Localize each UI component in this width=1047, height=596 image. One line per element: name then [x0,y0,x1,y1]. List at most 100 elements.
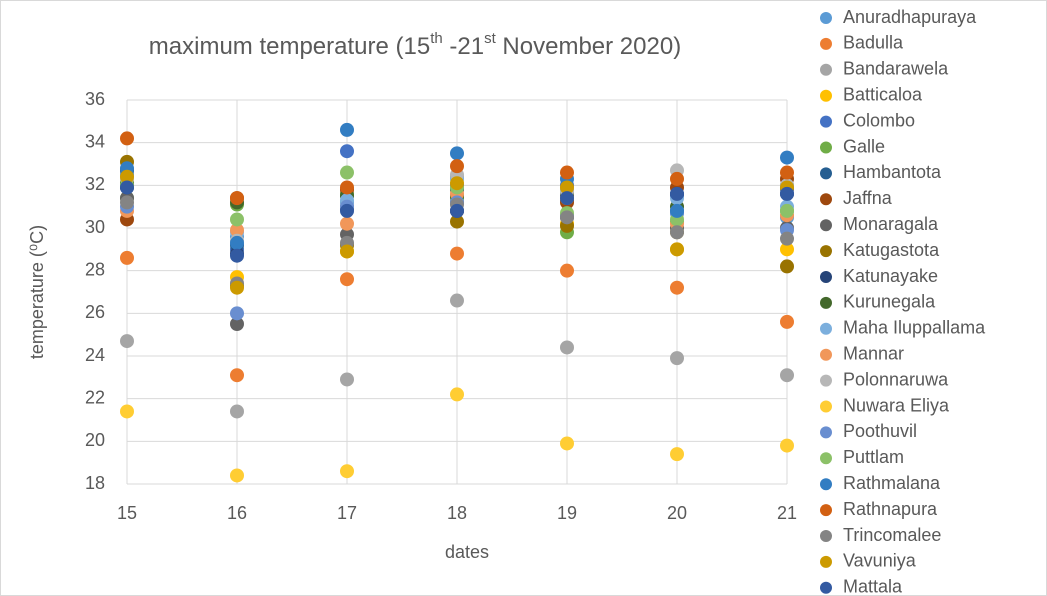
legend-marker [820,115,832,128]
legend-label: Monaragala [843,214,939,234]
legend-label: Anuradhapuraya [843,7,977,27]
data-point [670,225,684,240]
y-tick-label: 20 [85,430,105,450]
data-point [120,334,134,349]
data-point [780,259,794,274]
data-point [230,280,244,295]
data-point [560,180,574,195]
legend-label: Katunayake [843,266,938,286]
data-point [560,340,574,355]
data-point [340,122,354,137]
data-point [340,144,354,159]
data-point [230,248,244,263]
legend-label: Trincomalee [843,525,941,545]
legend-label: Badulla [843,33,904,53]
y-tick-label: 28 [85,259,105,279]
legend-marker [820,504,832,517]
y-tick-label: 32 [85,174,105,194]
legend-marker [820,12,832,24]
data-point [450,293,464,308]
legend-marker [820,271,832,283]
data-point [450,203,464,218]
title-part: maximum temperature (15 [149,33,430,60]
y-tick-label: 26 [85,302,105,322]
x-tick-label: 17 [337,503,357,523]
data-point [780,203,794,218]
legend-label: Mannar [843,343,904,363]
legend-marker [820,555,832,568]
data-point [780,231,794,246]
y-tick-label: 18 [85,473,105,493]
data-point [670,186,684,201]
data-point [340,216,354,231]
data-point [780,186,794,201]
title-part: -21 [443,33,484,60]
legend-marker [820,348,832,361]
data-point [560,210,574,225]
legend-label: Bandarawela [843,59,949,79]
data-point [780,165,794,180]
data-point [340,272,354,287]
legend-marker [820,167,832,180]
legend-label: Nuwara Eliya [843,395,950,415]
data-point [560,191,574,206]
y-tick-label: 24 [85,345,105,365]
legend-marker [820,452,832,465]
legend-marker [820,581,832,594]
legend-label: Rathmalana [843,473,941,493]
data-point [230,404,244,419]
legend-marker [820,141,832,154]
y-tick-label: 22 [85,387,105,407]
title-part: th [430,30,443,47]
data-point [340,203,354,218]
data-point [450,146,464,161]
x-axis-label: dates [445,542,489,562]
legend-label: Puttlam [843,447,904,467]
legend-label: Batticaloa [843,84,923,104]
data-point [780,242,794,257]
legend-marker [820,37,832,50]
data-point [120,169,134,184]
legend-marker [820,89,832,102]
y-axis-label: temperature (⁰C) [27,225,47,359]
legend-label: Hambantota [843,162,942,182]
data-point [780,314,794,329]
data-point [340,464,354,479]
y-tick-label: 34 [85,131,105,151]
data-point [120,404,134,419]
data-point [560,263,574,278]
data-point [450,159,464,174]
legend-marker [820,296,832,309]
legend-marker [820,219,832,232]
legend-label: Poothuvil [843,421,917,441]
data-point [670,203,684,218]
data-point [230,368,244,383]
legend-marker [820,530,832,542]
legend-marker [820,400,832,413]
data-point [780,438,794,453]
legend-label: Maha Iluppallama [843,318,986,338]
data-point [560,436,574,451]
legend-label: Mattala [843,577,903,596]
legend-label: Polonnaruwa [843,369,949,389]
y-tick-label: 30 [85,217,105,237]
x-tick-label: 15 [117,503,137,523]
data-point [120,195,134,210]
data-point [670,242,684,257]
legend-marker [820,478,832,491]
title-part: November 2020) [496,33,681,60]
data-point [450,214,464,229]
legend-label: Katugastota [843,240,940,260]
title-part: st [484,30,497,47]
data-point [230,235,244,250]
data-point [230,468,244,483]
data-point [670,447,684,462]
data-point [120,250,134,265]
data-point [670,351,684,366]
data-point [230,191,244,206]
data-point [230,223,244,238]
legend-marker [820,374,832,387]
data-point [340,180,354,195]
legend-marker [820,193,832,206]
